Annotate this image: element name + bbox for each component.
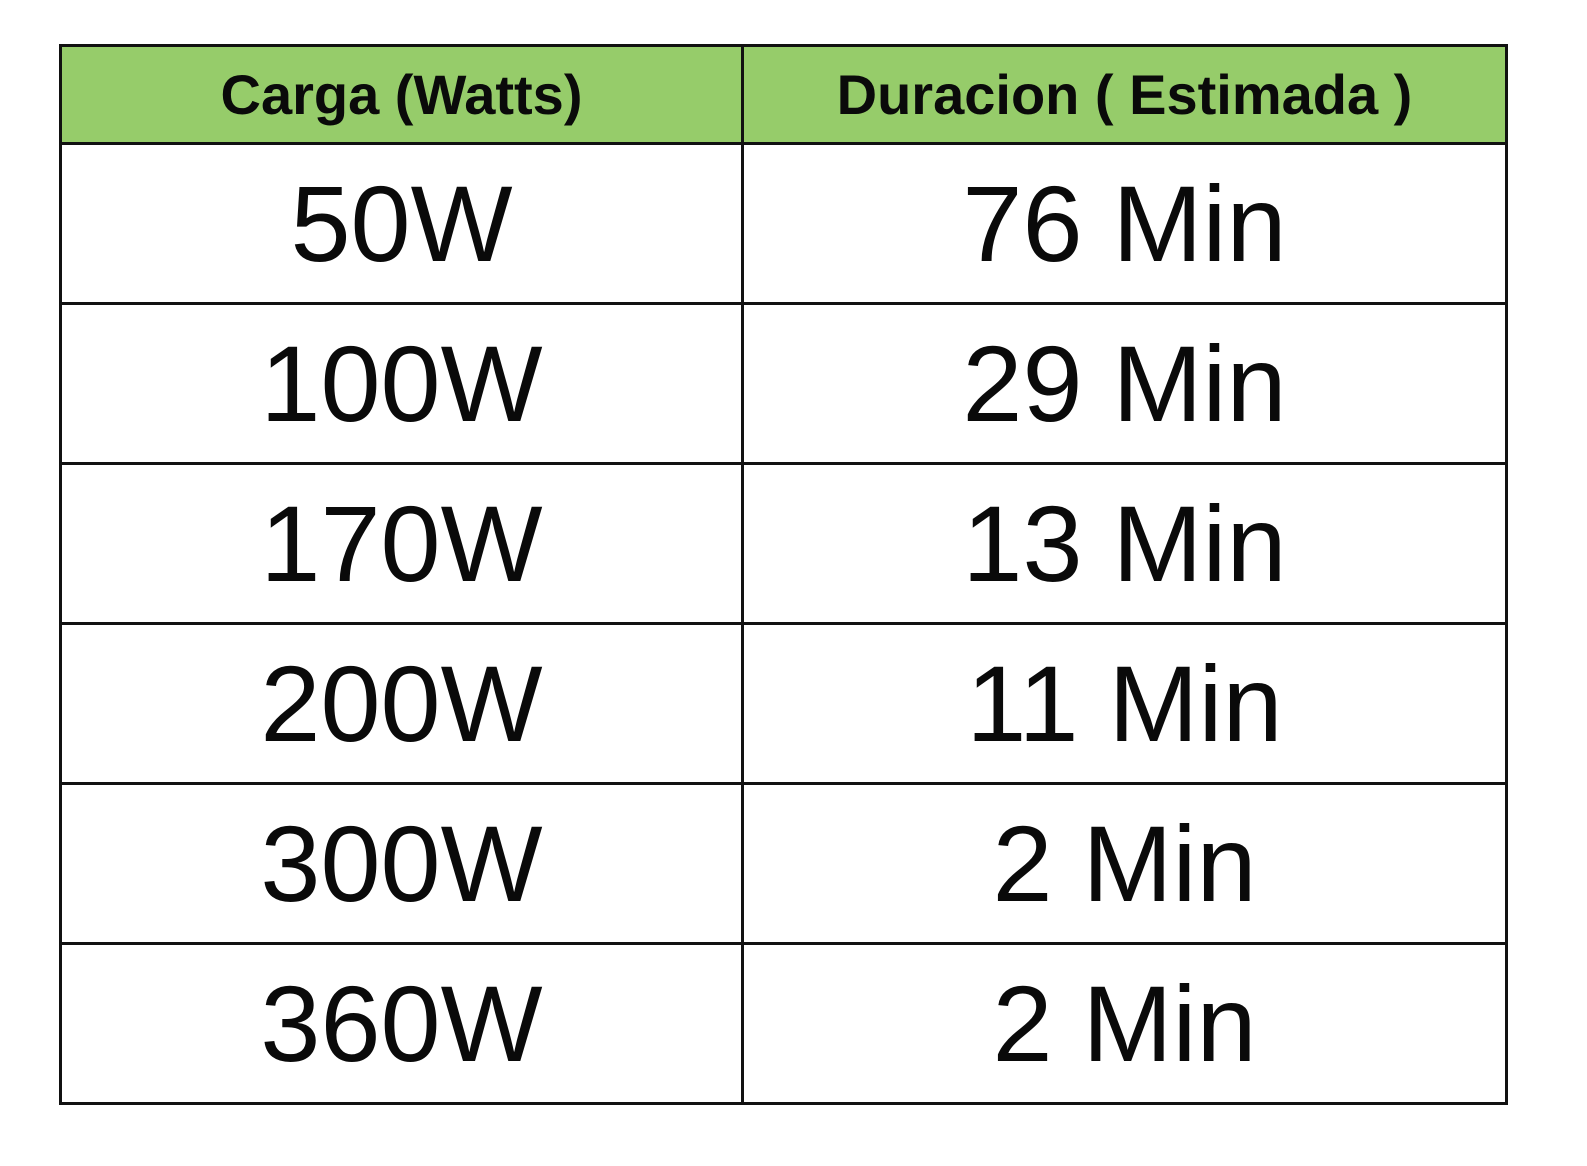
table-row: 50W 76 Min xyxy=(59,142,1508,305)
table-row: 170W 13 Min xyxy=(59,462,1508,625)
duration-cell: 2 Min xyxy=(741,782,1508,945)
load-cell: 170W xyxy=(59,462,744,625)
load-cell: 360W xyxy=(59,942,744,1105)
duration-cell: 2 Min xyxy=(741,942,1508,1105)
duration-cell: 76 Min xyxy=(741,142,1508,305)
duration-cell: 13 Min xyxy=(741,462,1508,625)
load-duration-table: Carga (Watts) Duracion ( Estimada ) 50W 7… xyxy=(59,44,1508,1105)
header-duration: Duracion ( Estimada ) xyxy=(741,44,1508,145)
load-cell: 100W xyxy=(59,302,744,465)
table-row: 200W 11 Min xyxy=(59,622,1508,785)
load-cell: 300W xyxy=(59,782,744,945)
load-cell: 50W xyxy=(59,142,744,305)
header-load: Carga (Watts) xyxy=(59,44,744,145)
duration-cell: 29 Min xyxy=(741,302,1508,465)
header-row: Carga (Watts) Duracion ( Estimada ) xyxy=(59,44,1508,145)
table-row: 300W 2 Min xyxy=(59,782,1508,945)
load-cell: 200W xyxy=(59,622,744,785)
table-row: 360W 2 Min xyxy=(59,942,1508,1105)
table-row: 100W 29 Min xyxy=(59,302,1508,465)
duration-cell: 11 Min xyxy=(741,622,1508,785)
